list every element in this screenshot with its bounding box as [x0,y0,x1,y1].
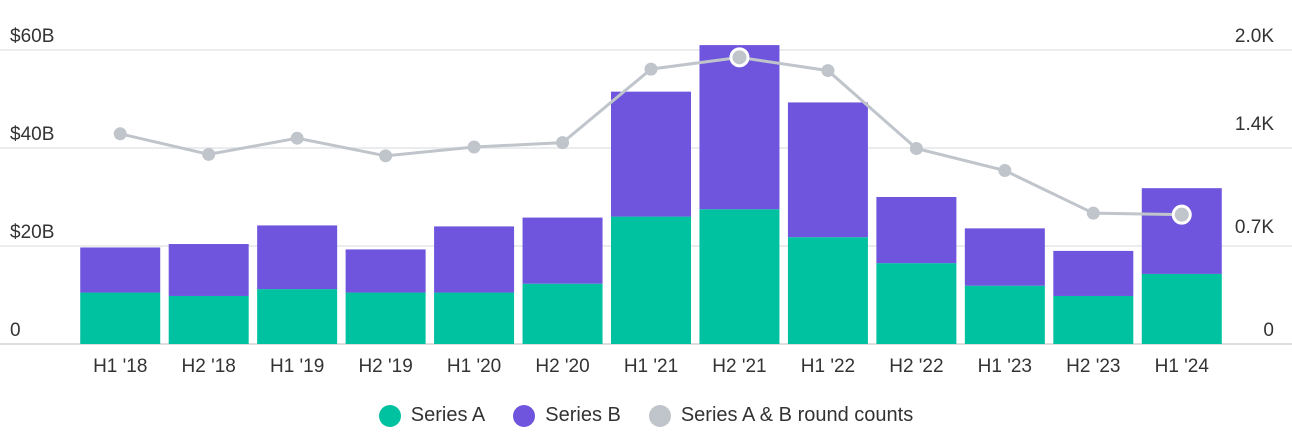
right-tick-label: 0 [1263,320,1274,341]
bar-series-b [168,244,249,296]
bar-series-b [787,102,868,238]
round-counts-swatch [648,404,671,427]
bar-series-a [345,292,426,344]
bar-series-a [434,292,515,344]
bar-series-a [522,283,603,344]
left-axis-ticks: 0 $20B $40B $60B [10,26,54,341]
bar-series-b [522,217,603,284]
x-tick-label: H1 '20 [447,356,501,377]
bar-series-a [964,285,1045,344]
bar-series-b [1141,188,1222,274]
round-count-point [644,62,658,76]
round-count-point [290,131,304,145]
legend-label-round-counts: Series A & B round counts [680,404,914,426]
right-axis-ticks: 0 0.7K 1.4K 2.0K [1235,26,1274,341]
x-tick-label: H2 '19 [358,356,412,377]
round-count-line [113,47,1192,225]
legend-item-series-b[interactable]: Series B [513,404,621,427]
bar-series-a [80,292,161,344]
round-count-point [556,136,570,150]
x-tick-label: H2 '22 [889,356,943,377]
legend: Series A Series B Series A & B round cou… [0,404,1292,427]
bar-series-b [699,45,780,210]
bar-series-b [1053,250,1134,296]
bar-series-a [876,263,957,344]
round-count-point [909,141,923,155]
left-tick-label: $60B [10,26,54,47]
x-tick-label: H1 '24 [1155,356,1210,377]
x-tick-label: H2 '18 [182,356,236,377]
legend-item-series-a[interactable]: Series A [378,404,486,427]
bar-series-a [168,295,249,344]
bar-series-a [699,209,780,344]
bar-series-b [876,197,957,264]
bar-series-a [1141,273,1222,344]
series-b-swatch [513,404,536,427]
left-tick-label: 0 [10,320,21,341]
stacked-bar-line-chart: 0 $20B $40B $60B 0 0.7K 1.4K 2.0K H1 '18 H2 '18… [0,26,1292,377]
bar-series-a [1053,295,1134,344]
legend-label-series-a: Series A [410,404,486,426]
bar-series-a [611,216,691,344]
bar-series-b [257,225,338,290]
x-tick-label: H2 '23 [1066,356,1120,377]
round-count-point-highlight [1171,204,1192,225]
bar-series-b [964,228,1045,286]
x-axis-ticks: H1 '18 H2 '18 H1 '19 H2 '19 H1 '20 H2 '20 H1 '… [93,356,1209,377]
right-tick-label: 0.7K [1235,217,1274,238]
series-a-swatch [378,404,401,427]
bar-series-b [345,249,426,293]
legend-item-round-counts[interactable]: Series A & B round counts [648,404,914,427]
x-tick-label: H1 '22 [801,356,855,377]
x-tick-label: H1 '19 [270,356,324,377]
bars [80,45,1222,344]
x-tick-label: H1 '21 [624,356,678,377]
bar-series-b [611,91,691,217]
x-tick-label: H1 '18 [93,356,147,377]
round-count-point [1086,206,1100,220]
left-tick-label: $40B [10,124,54,145]
round-count-point [467,140,481,154]
bar-series-b [434,226,515,293]
bar-series-b [80,247,161,293]
round-count-point [113,127,127,141]
round-count-point [379,149,393,163]
round-count-point-highlight [729,47,750,68]
right-tick-label: 2.0K [1235,26,1274,47]
round-count-point [821,64,835,78]
right-tick-label: 1.4K [1235,114,1274,135]
left-tick-label: $20B [10,222,54,243]
x-tick-label: H2 '20 [535,356,589,377]
x-tick-label: H1 '23 [978,356,1032,377]
legend-label-series-b: Series B [545,404,621,426]
bar-series-a [787,237,868,344]
round-count-point [202,147,216,161]
bar-series-a [257,289,338,344]
x-tick-label: H2 '21 [712,356,766,377]
round-count-point [998,164,1012,178]
